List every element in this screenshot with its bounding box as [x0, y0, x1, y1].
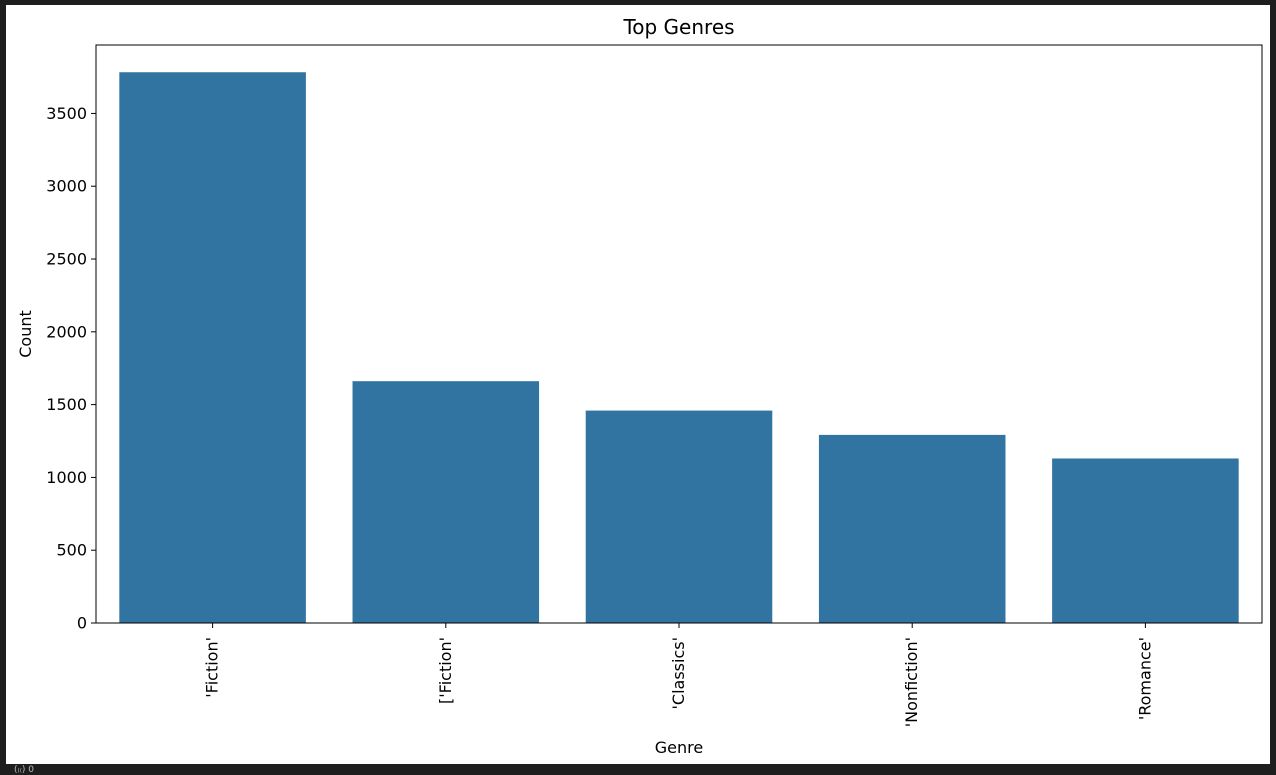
bar [818, 434, 1006, 623]
x-tick-label: 'Fiction' [203, 637, 222, 698]
cell-status-text: (₍₍) 0 [14, 765, 35, 775]
bars-group [119, 72, 1239, 623]
y-tick-label: 2000 [46, 322, 87, 341]
bar [585, 410, 773, 623]
output-panel: Top Genres 0 500 1000 1500 2000 2500 3000 3500 … [6, 5, 1270, 764]
chart-title: Top Genres [622, 15, 734, 39]
y-tick-label: 0 [77, 614, 87, 633]
x-tick-label: 'Nonfiction' [902, 637, 921, 727]
y-tick-label: 500 [56, 541, 87, 560]
y-tick-label: 1500 [46, 395, 87, 414]
bar [1052, 458, 1239, 623]
plot-frame [95, 44, 1263, 624]
bar [352, 381, 540, 623]
x-tick-label: 'Romance' [1135, 637, 1154, 720]
y-axis: 0 500 1000 1500 2000 2500 3000 3500 [46, 104, 96, 633]
y-axis-label: Count [16, 310, 35, 358]
y-tick-label: 3000 [46, 177, 87, 196]
x-axis: 'Fiction' ['Fiction' 'Classics' 'Nonfiction… [203, 623, 1154, 727]
y-tick-label: 3500 [46, 104, 87, 123]
x-tick-label: 'Classics' [669, 637, 688, 709]
x-axis-label: Genre [655, 738, 703, 757]
x-tick-label: ['Fiction' [436, 637, 455, 704]
bar [119, 72, 306, 623]
y-tick-label: 2500 [46, 250, 87, 269]
bar-chart: Top Genres 0500100015002000250030003500 … [16, 15, 1263, 757]
y-tick-label: 1000 [46, 468, 87, 487]
